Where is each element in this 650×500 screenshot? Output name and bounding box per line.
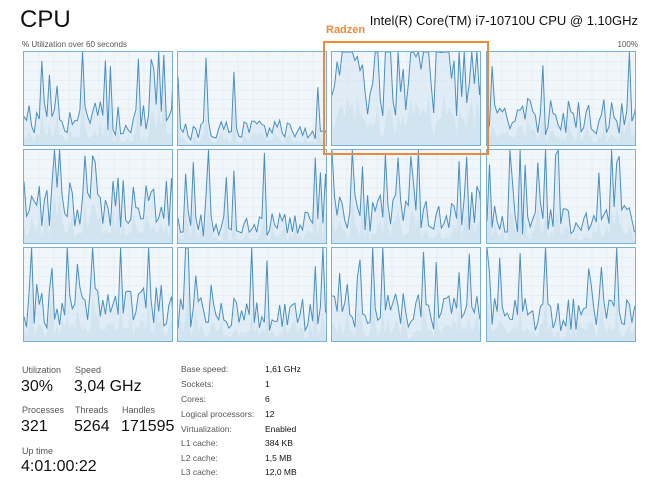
cpu-graph-plot (332, 150, 480, 243)
utilization-line (24, 248, 172, 330)
utilization-area (332, 248, 480, 341)
cpu-graph-plot (332, 52, 480, 145)
cpu-graph-2 (177, 51, 327, 146)
kernel-time-area (178, 290, 326, 341)
cpu-graph-4 (486, 51, 636, 146)
spec-cores-label: Cores: (181, 394, 207, 404)
cpu-graph-plot (178, 248, 326, 341)
cpu-graph-1 (23, 51, 173, 146)
max-percent-caption: 100% (617, 40, 638, 49)
spec-l2-cache-value: 1,5 MB (265, 453, 292, 463)
utilization-line (487, 52, 635, 135)
spec-l1-cache-label: L1 cache: (181, 438, 218, 448)
spec-l3-cache-value: 12,0 MB (265, 467, 297, 477)
spec-base-speed-value: 1,61 GHz (265, 364, 301, 374)
kernel-time-area (24, 287, 172, 341)
kernel-time-area (332, 195, 480, 243)
logical-processor-graphs (23, 51, 636, 342)
annotation-label: Radzen (326, 24, 366, 36)
utilization-area (24, 52, 172, 145)
kernel-time-area (24, 194, 172, 243)
cpu-graph-plot (178, 52, 326, 145)
utilization-caption: % Utilization over 60 seconds (22, 40, 127, 49)
cpu-graph-3 (331, 51, 481, 146)
kernel-time-area (487, 114, 635, 145)
spec-logical-processors-value: 12 (265, 409, 275, 419)
cpu-model-name: Intel(R) Core(TM) i7-10710U CPU @ 1.10GH… (369, 13, 638, 28)
utilization-line (178, 57, 326, 142)
speed-label: Speed (75, 365, 102, 375)
threads-value: 5264 (74, 418, 110, 435)
utilization-area (178, 150, 326, 243)
spec-virtualization-label: Virtualization: (181, 424, 232, 434)
cpu-graph-11 (331, 247, 481, 342)
spec-virtualization-value: Enabled (265, 424, 297, 434)
spec-logical-processors-label: Logical processors: (181, 409, 255, 419)
spec-base-speed-label: Base speed: (181, 364, 229, 374)
utilization-area (178, 248, 326, 341)
utilization-line (178, 150, 326, 237)
cpu-graph-plot (24, 248, 172, 341)
page-title: CPU (20, 6, 71, 33)
cpu-graph-6 (177, 149, 327, 244)
utilization-area (487, 52, 635, 145)
kernel-time-area (24, 92, 172, 145)
cpu-graph-plot (24, 150, 172, 243)
handles-label: Handles (122, 405, 156, 415)
cpu-graph-plot (487, 150, 635, 243)
cpu-graph-plot (487, 52, 635, 145)
spec-l3-cache-label: L3 cache: (181, 467, 218, 477)
utilization-label: Utilization (22, 365, 62, 375)
utilization-area (487, 150, 635, 243)
utilization-line (332, 150, 480, 232)
spec-sockets-value: 1 (265, 379, 270, 389)
cpu-graph-5 (23, 149, 173, 244)
utilization-line (332, 52, 480, 117)
cpu-graph-12 (486, 247, 636, 342)
kernel-time-area (487, 290, 635, 341)
cpu-graph-8 (486, 149, 636, 244)
threads-label: Threads (75, 405, 109, 415)
speed-value: 3,04 GHz (74, 378, 142, 395)
processes-label: Processes (22, 405, 65, 415)
cpu-graph-9 (23, 247, 173, 342)
cpu-graph-plot (332, 248, 480, 341)
spec-sockets-label: Sockets: (181, 379, 214, 389)
uptime-value: 4:01:00:22 (21, 458, 97, 475)
cpu-graph-plot (487, 248, 635, 341)
spec-l1-cache-value: 384 KB (265, 438, 293, 448)
cpu-graph-plot (178, 150, 326, 243)
spec-cores-value: 6 (265, 394, 270, 404)
kernel-time-area (178, 105, 326, 145)
processes-value: 321 (21, 418, 48, 435)
utilization-line (24, 52, 172, 137)
utilization-line (24, 150, 172, 228)
cpu-graph-10 (177, 247, 327, 342)
utilization-value: 30% (21, 378, 54, 395)
utilization-area (487, 248, 635, 341)
utilization-line (487, 248, 635, 331)
cpu-graph-plot (24, 52, 172, 145)
handles-value: 171595 (121, 418, 175, 435)
kernel-time-area (332, 91, 480, 145)
kernel-time-area (178, 198, 326, 243)
kernel-time-area (487, 188, 635, 243)
uptime-label: Up time (22, 446, 54, 456)
cpu-graph-7 (331, 149, 481, 244)
kernel-time-area (332, 296, 480, 341)
utilization-line (487, 150, 635, 235)
utilization-line (178, 248, 326, 333)
utilization-line (332, 248, 480, 330)
spec-l2-cache-label: L2 cache: (181, 453, 218, 463)
